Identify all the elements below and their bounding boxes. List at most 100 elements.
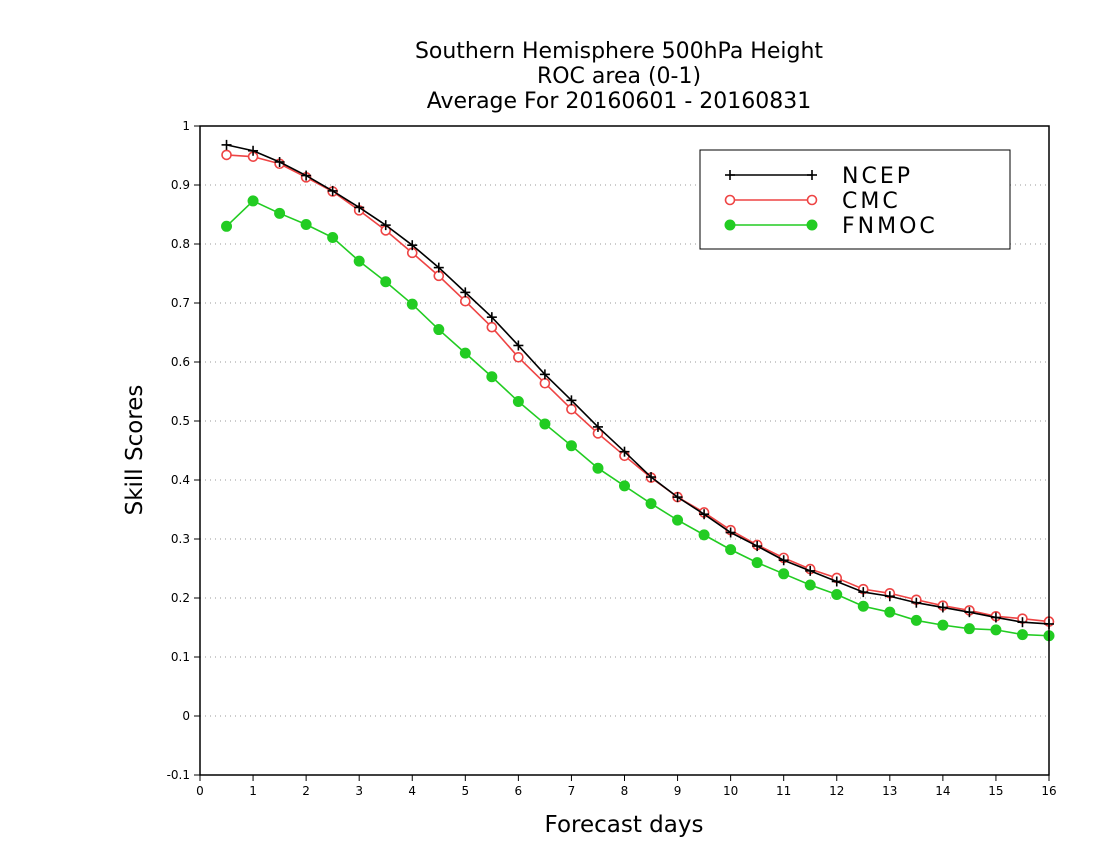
ncep-point [672,492,683,503]
fnmoc-point [937,619,949,631]
ncep-point [990,612,1001,623]
x-tick-label: 16 [1041,784,1056,798]
x-tick-label: 8 [621,784,629,798]
ncep-point [354,202,365,213]
y-tick-label: 0 [182,709,190,723]
fnmoc-point [512,396,524,408]
legend-label-cmc: CMC [842,189,901,214]
fnmoc-point [725,544,737,556]
ncep-point [486,312,497,323]
x-tick-label: 3 [355,784,363,798]
fnmoc-point [751,557,763,569]
y-tick-label: 0.1 [171,650,190,664]
series-layer [221,139,1055,642]
fnmoc-point [592,462,604,474]
y-tick-label: 0.9 [171,178,190,192]
x-tick-label: 0 [196,784,204,798]
fnmoc-point [990,624,1002,636]
ncep-point [646,472,657,483]
cmc-point [539,377,551,389]
ncep-point [911,597,922,608]
ncep-point [433,262,444,273]
ncep-line [226,144,1050,625]
legend-marker-ncep [725,170,735,180]
ncep-point [460,287,471,298]
cmc-point [566,403,577,415]
fnmoc-point [645,498,657,510]
x-tick-label: 4 [408,784,416,798]
fnmoc-point [884,606,896,618]
fnmoc-point [1016,629,1028,641]
x-tick-label: 12 [829,784,844,798]
ncep-point [248,145,259,156]
fnmoc-point [300,219,312,231]
x-tick-label: 7 [568,784,576,798]
ticks-layer: -0.100.10.20.30.40.50.60.70.80.910 1 2 3 4 5 6… [167,119,1057,798]
fnmoc-point [353,255,365,267]
ncep-point [592,421,603,432]
legend-item-cmc: CMC [724,189,901,214]
legend-marker-cmc [806,194,818,206]
y-tick-label: 1 [182,119,190,133]
ncep-point [778,555,789,566]
ncep-point [752,541,763,552]
ncep-point [539,369,550,380]
cmc-point [460,295,471,307]
cmc-point [433,270,445,282]
series-fnmoc [221,195,1055,642]
cmc-point [513,351,524,363]
y-tick-label: 0.2 [171,591,190,605]
legend-label-ncep: NCEP [842,164,913,189]
fnmoc-point [380,276,392,288]
fnmoc-point [459,347,471,359]
ncep-point [327,185,338,196]
fnmoc-point [857,600,869,612]
legend-marker-fnmoc [724,219,736,231]
fnmoc-point [910,614,922,626]
x-axis-label: Forecast days [545,812,704,838]
cmc-point [486,321,498,333]
legend-label-fnmoc: FNMOC [842,214,938,239]
y-axis-label: Skill Scores [122,385,148,516]
fnmoc-point [804,579,816,591]
ncep-point [301,170,312,181]
fnmoc-point [327,232,339,244]
legend-marker-cmc [724,194,736,206]
x-tick-label: 14 [935,784,950,798]
ncep-point [699,509,710,520]
x-tick-label: 1 [249,784,257,798]
fnmoc-point [565,440,577,452]
ncep-point [619,446,630,457]
fnmoc-point [831,588,843,600]
fnmoc-point [698,529,710,541]
ncep-point [221,139,232,150]
series-ncep [221,139,1054,629]
y-tick-label: -0.1 [167,768,190,782]
ncep-point [884,591,895,602]
cmc-point [221,149,232,161]
y-tick-label: 0.4 [171,473,190,487]
legend-item-ncep: NCEP [725,164,913,189]
ncep-point [805,565,816,576]
ncep-point [1017,617,1028,628]
x-tick-label: 5 [461,784,469,798]
ncep-point [407,240,418,251]
fnmoc-point [406,298,418,310]
ncep-point [937,602,948,613]
x-tick-label: 2 [302,784,310,798]
chart-title-line-3: Average For 20160601 - 20160831 [427,89,812,114]
ncep-point [380,220,391,231]
legend-marker-ncep [807,170,817,180]
y-tick-label: 0.3 [171,532,190,546]
x-tick-label: 11 [776,784,791,798]
fnmoc-point [672,514,684,526]
fnmoc-point [274,207,286,219]
x-tick-label: 15 [988,784,1003,798]
fnmoc-point [778,568,790,580]
fnmoc-line [225,199,1050,637]
ncep-point [725,527,736,538]
